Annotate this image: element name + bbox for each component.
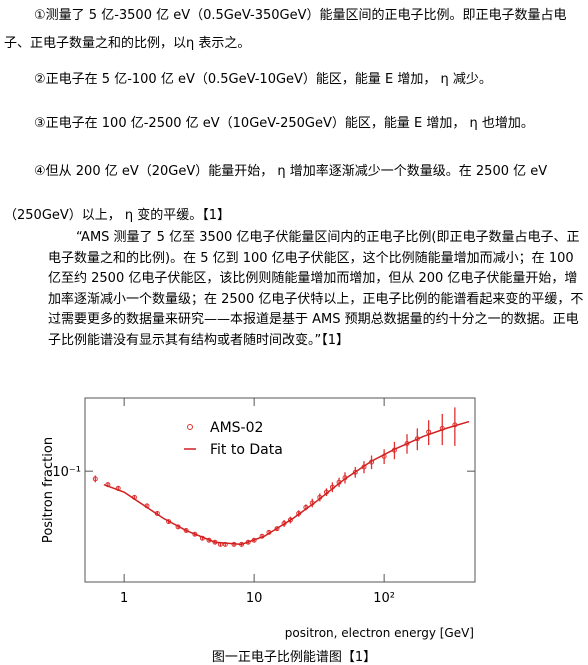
chart: Positron fraction positron, electron ene…: [41, 397, 476, 640]
paragraph: ④但从 200 亿 eV（20GeV）能量开始， η 增加率逐渐减少一个数量级。…: [4, 164, 548, 223]
legend-marker: [187, 424, 193, 430]
paragraph: ①测量了 5 亿-3500 亿 eV（0.5GeV-350GeV）能量区间的正电…: [4, 8, 567, 51]
data-point: [287, 517, 293, 523]
quote: “AMS 测量了 5 亿至 3500 亿电子伏能量区间内的正电子比例(即正电子数…: [48, 230, 584, 348]
paragraph: ②正电子在 5 亿-100 亿 eV（0.5GeV-10GeV）能区，能量 E …: [34, 72, 492, 87]
caption: 图一正电子比例能谱图【1】: [211, 650, 377, 665]
y-tick-label: 10⁻¹: [52, 465, 81, 480]
paragraph: ③正电子在 100 亿-2500 亿 eV（10GeV-250GeV）能区，能量…: [34, 116, 534, 131]
plot-frame: [84, 397, 476, 583]
x-tick-label: 10: [246, 591, 263, 606]
data-point: [274, 526, 280, 532]
fit-line: [103, 420, 470, 546]
legend-label: Fit to Data: [210, 442, 283, 458]
y-axis-label: Positron fraction: [41, 437, 56, 543]
data-point: [183, 528, 189, 534]
data-point: [352, 469, 358, 475]
x-tick-label: 10²: [373, 591, 395, 606]
x-axis-label: positron, electron energy [GeV]: [285, 626, 474, 640]
data-point: [92, 476, 98, 482]
x-tick-label: 1: [120, 591, 128, 606]
legend-label: AMS-02: [210, 420, 263, 436]
